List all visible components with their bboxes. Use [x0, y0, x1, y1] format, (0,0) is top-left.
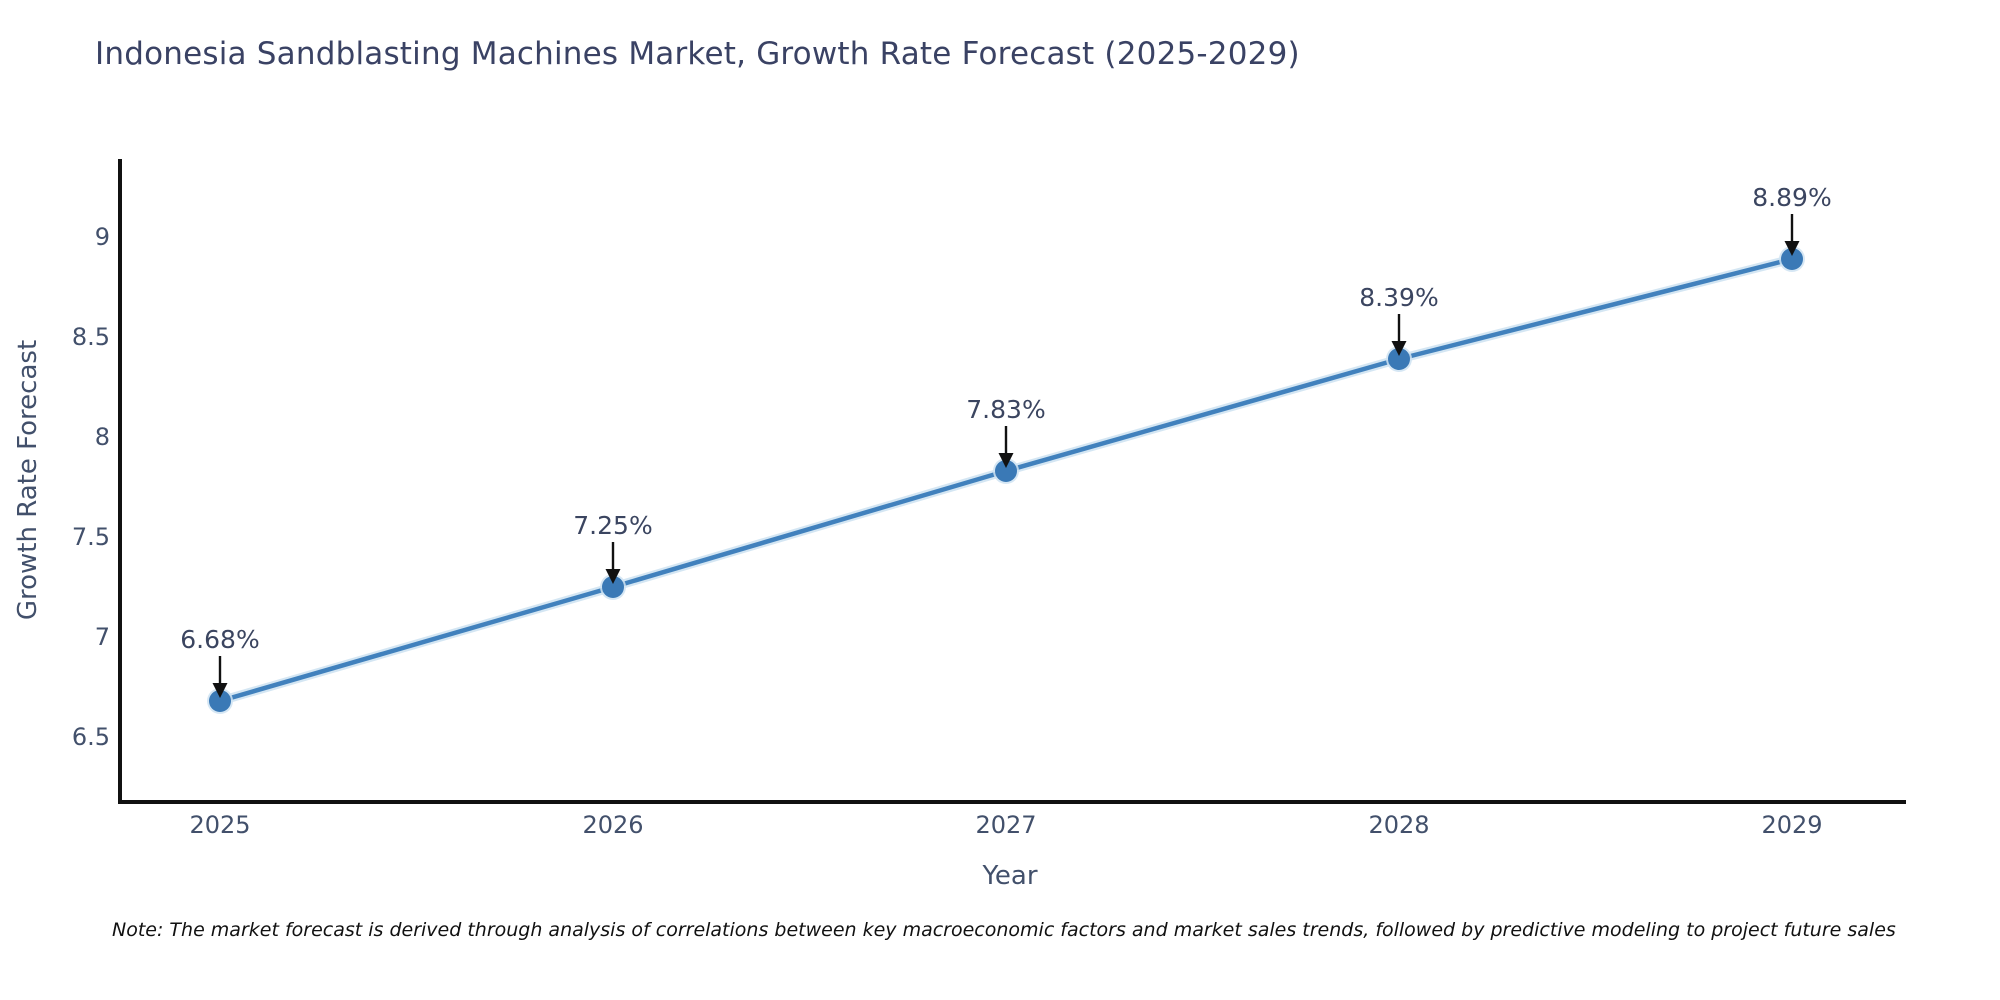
data-point-label: 8.39%: [1359, 283, 1439, 312]
footnote: Note: The market forecast is derived thr…: [112, 919, 1896, 941]
data-point-label: 7.25%: [573, 511, 653, 540]
data-point-label: 8.89%: [1752, 183, 1832, 212]
y-tick-label: 9: [94, 223, 110, 251]
x-tick-label: 2029: [1761, 811, 1823, 839]
x-tick-label: 2027: [975, 811, 1037, 839]
y-tick-label: 8.5: [71, 323, 110, 351]
plot-area: [118, 159, 1906, 804]
y-tick-label: 8: [94, 423, 110, 451]
y-tick-label: 7.5: [71, 523, 110, 551]
x-tick-label: 2028: [1368, 811, 1430, 839]
x-tick-label: 2026: [582, 811, 644, 839]
data-point-label: 6.68%: [180, 625, 260, 654]
x-tick-label: 2025: [189, 811, 251, 839]
chart-title: Indonesia Sandblasting Machines Market, …: [95, 36, 1300, 72]
y-axis-title: Growth Rate Forecast: [13, 339, 43, 621]
y-tick-label: 7: [94, 623, 110, 651]
data-point-label: 7.83%: [966, 395, 1046, 424]
y-tick-label: 6.5: [71, 723, 110, 751]
x-axis-title: Year: [982, 861, 1038, 891]
